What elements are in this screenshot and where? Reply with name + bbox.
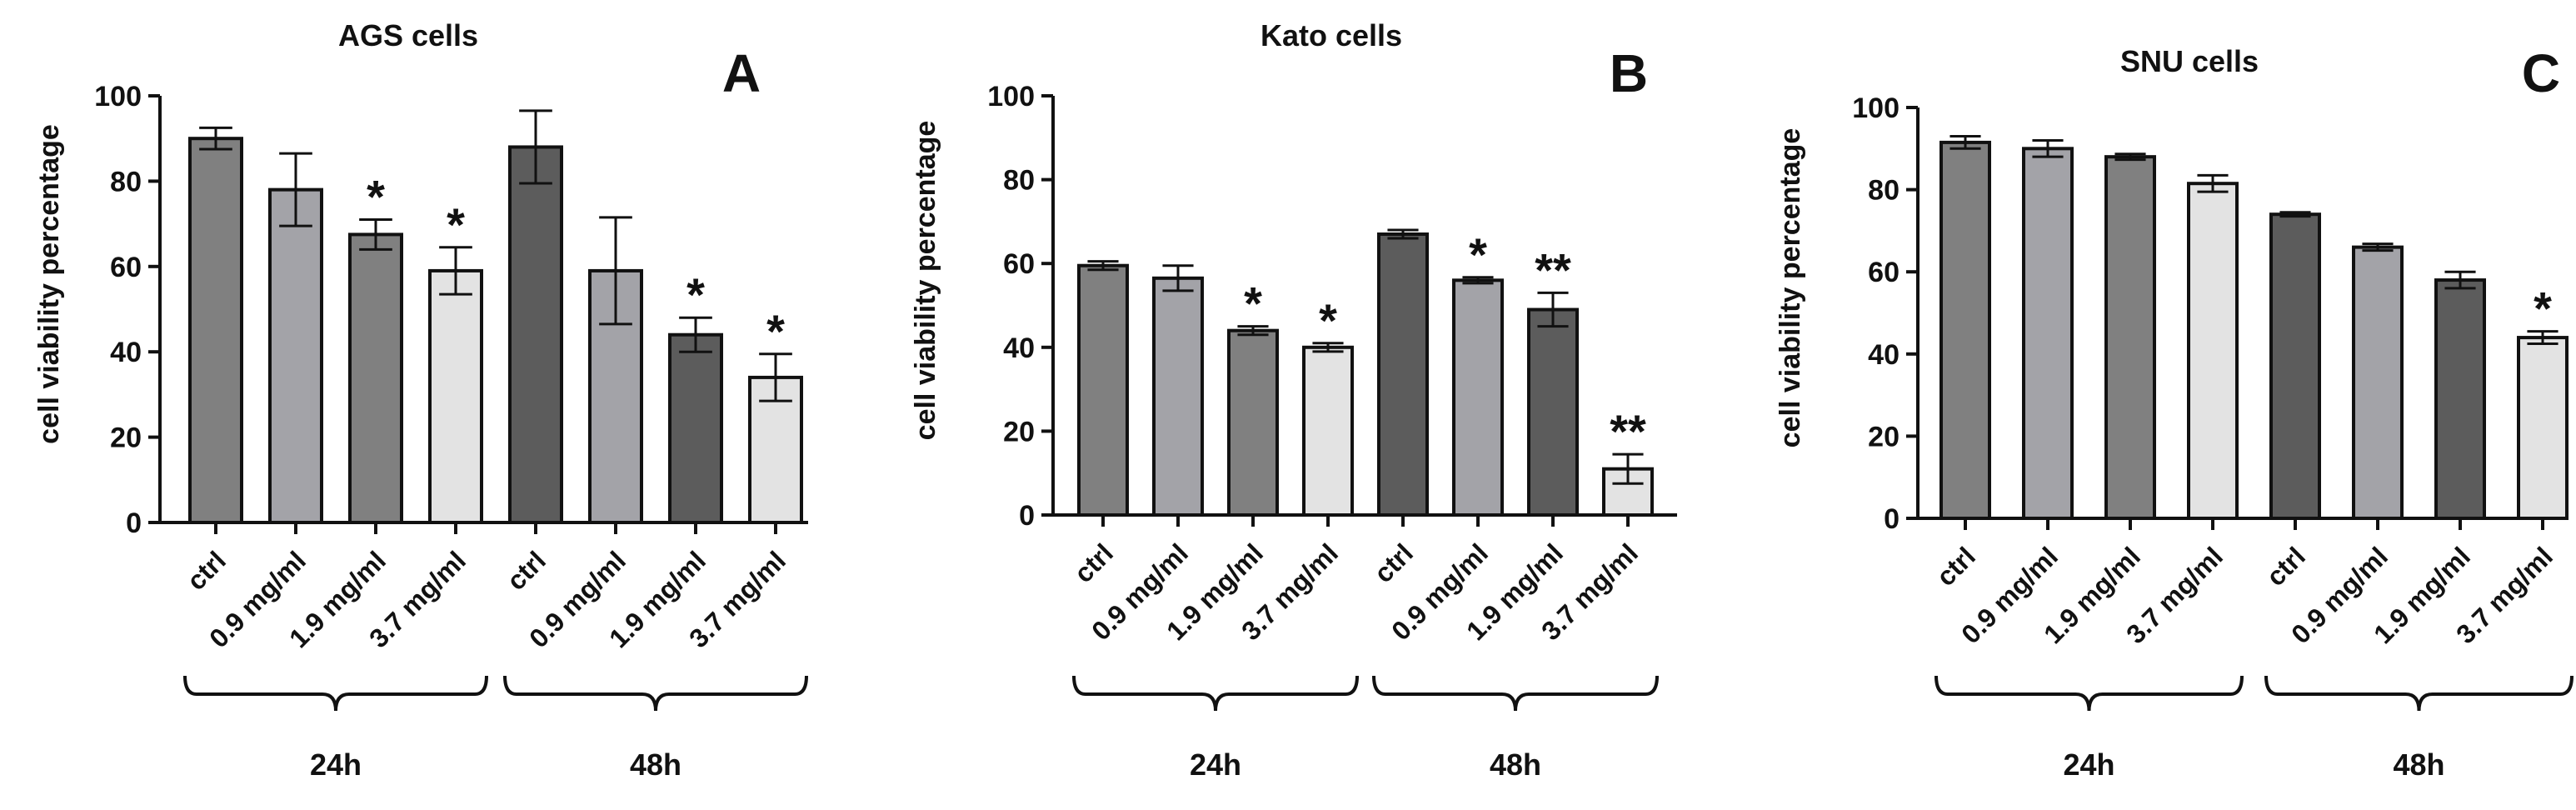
bar	[2434, 278, 2486, 520]
bar	[2187, 182, 2239, 521]
y-tick-label: 20	[1003, 416, 1035, 448]
bar	[188, 137, 243, 524]
bar	[2517, 336, 2569, 520]
x-tick-label: ctrl	[2260, 541, 2311, 592]
y-tick-label: 80	[1868, 175, 1900, 207]
y-tick-label: 40	[110, 337, 142, 368]
x-tick-label: ctrl	[181, 545, 232, 596]
bar	[428, 268, 483, 524]
panel-letter: C	[2522, 43, 2560, 103]
y-tick-label: 0	[126, 508, 142, 539]
x-tick-label: ctrl	[1368, 538, 1419, 588]
group-label: 48h	[2393, 748, 2444, 782]
bar	[1939, 140, 1991, 520]
significance-marker: *	[1319, 294, 1337, 347]
significance-marker: *	[2534, 282, 2552, 335]
y-tick-label: 80	[110, 166, 142, 198]
y-tick-label: 20	[1868, 421, 1900, 452]
bar	[268, 188, 323, 524]
group-label: 48h	[1490, 748, 1541, 782]
y-tick-label: 40	[1003, 332, 1035, 364]
y-tick-label: 60	[1868, 257, 1900, 288]
chart-title: AGS cells	[338, 18, 478, 52]
y-tick-label: 60	[110, 252, 142, 283]
significance-marker: *	[1469, 228, 1487, 281]
bar	[2104, 155, 2156, 520]
y-tick-label: 100	[987, 81, 1035, 112]
panel-c: SNU cells C 0 20 40 60 80 100 cell viability p…	[1775, 43, 2574, 782]
significance-marker: *	[766, 305, 785, 358]
group-bracket	[1072, 675, 1359, 712]
panel-b: Kato cells B 0 20 40 60 80 100 cell viability …	[910, 18, 1677, 782]
group-bracket	[503, 675, 808, 712]
y-tick-label: 100	[1852, 92, 1900, 124]
significance-marker: *	[686, 268, 705, 321]
significance-marker: *	[1244, 278, 1262, 330]
y-tick-label: 20	[110, 422, 142, 454]
bar	[1452, 278, 1504, 517]
bar	[1527, 308, 1579, 517]
plot-area: 0 20 40 60 80 100 cell viability percentage ctr…	[1775, 92, 2574, 782]
x-tick-label: ctrl	[1068, 538, 1119, 588]
chart-title: SNU cells	[2120, 44, 2259, 78]
plot-area: 0 20 40 60 80 100 cell viability percentage ctr…	[33, 81, 808, 782]
y-tick-label: 0	[1884, 503, 1900, 535]
y-axis-label: cell viability percentage	[1775, 128, 1806, 448]
x-tick-label: ctrl	[501, 545, 552, 596]
bar	[348, 232, 403, 524]
bar	[1152, 276, 1204, 517]
bar	[2022, 147, 2074, 521]
bar	[1377, 232, 1429, 517]
y-axis-label: cell viability percentage	[33, 124, 65, 444]
panel-letter: A	[722, 43, 761, 103]
y-tick-label: 40	[1868, 339, 1900, 371]
panel-a: AGS cells A 0 20 40 60 80 100 cell viability p…	[33, 18, 808, 782]
bar	[2352, 245, 2404, 520]
group-label: 24h	[2063, 748, 2114, 782]
bar	[2269, 212, 2321, 520]
group-label: 24h	[1190, 748, 1241, 782]
panel-letter: B	[1610, 43, 1648, 103]
group-label: 48h	[630, 748, 681, 782]
group-bracket	[1372, 675, 1659, 712]
significance-marker: **	[1610, 405, 1646, 458]
significance-marker: *	[447, 198, 465, 251]
group-label: 24h	[310, 748, 362, 782]
bar	[1227, 328, 1279, 517]
group-bracket	[183, 675, 488, 712]
significance-marker: **	[1535, 243, 1571, 296]
y-tick-label: 100	[94, 81, 142, 112]
plot-area: 0 20 40 60 80 100 cell viability percentage ctr…	[910, 81, 1677, 782]
significance-marker: *	[367, 170, 385, 222]
bar	[1077, 263, 1129, 517]
bar	[1302, 345, 1354, 517]
y-axis-label: cell viability percentage	[910, 121, 941, 441]
group-bracket	[2264, 675, 2574, 712]
y-tick-label: 80	[1003, 165, 1035, 197]
bar	[508, 145, 563, 524]
chart-title: Kato cells	[1261, 18, 1402, 52]
x-tick-label: ctrl	[1930, 541, 1981, 592]
y-tick-label: 60	[1003, 248, 1035, 280]
y-tick-label: 0	[1019, 500, 1035, 532]
group-bracket	[1934, 675, 2244, 712]
bar	[668, 332, 723, 524]
